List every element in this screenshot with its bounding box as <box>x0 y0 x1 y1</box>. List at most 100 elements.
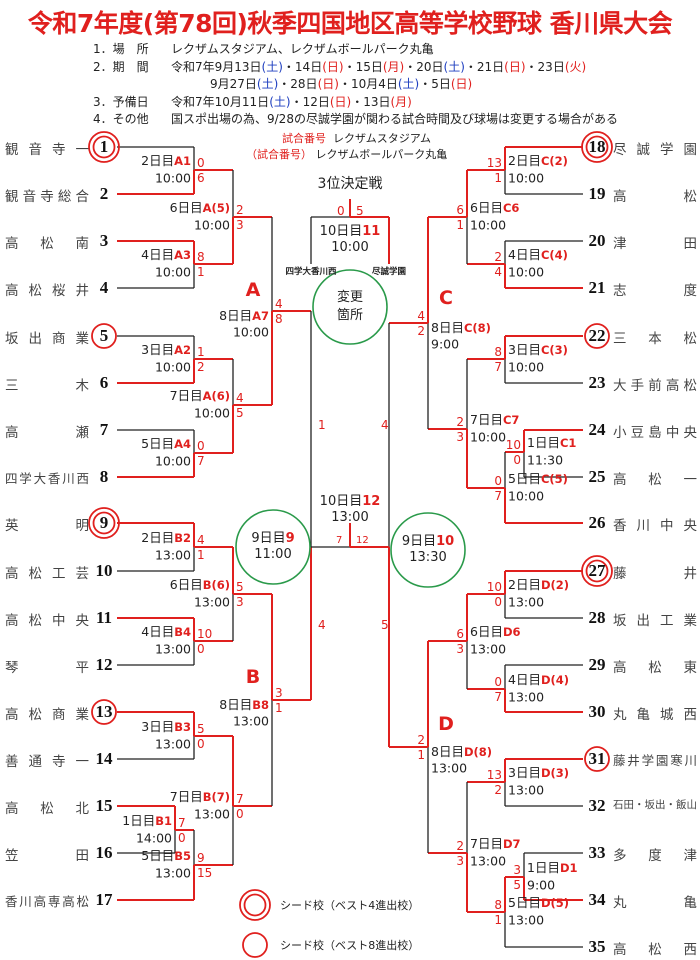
team-name: 高松中央 <box>5 613 89 629</box>
change-note-line: 変更 <box>336 290 364 305</box>
info-label: 3．予備日 <box>93 95 149 109</box>
match-time: 10:00 <box>232 324 269 340</box>
match-day: 6日目 <box>470 624 503 639</box>
team-number: 8 <box>99 467 109 486</box>
venue-legend-value: レクザムスタジアム <box>333 132 432 145</box>
match-score-top: 3 <box>513 863 521 877</box>
team-name: 高瀬 <box>5 425 89 441</box>
match-score-bottom: 7 <box>197 454 205 468</box>
match-time: 13:00 <box>154 865 191 881</box>
info-value: 令和7年10月11日 <box>171 95 270 109</box>
match-code: A(5) <box>202 201 230 215</box>
team-name: 高松西 <box>613 942 697 958</box>
match-score-top: 8 <box>197 250 205 264</box>
match-time: 11:00 <box>254 547 292 562</box>
match-score-top: 10 <box>505 438 521 452</box>
match-code: B4 <box>174 625 191 639</box>
team-number: 18 <box>588 137 606 156</box>
match-score-bottom: 1 <box>494 171 502 185</box>
page-title: 令和7年度(第78回)秋季四国地区高等学校野球 香川県大会 <box>27 9 673 38</box>
info-value: レクザムスタジアム、レクザムボールパーク丸亀 <box>171 42 434 56</box>
info-value: 令和7年9月13日 <box>171 60 262 74</box>
match-score-bottom: 0 <box>178 831 186 845</box>
info-value: ・21日 <box>464 60 505 74</box>
match-score-top: 4 <box>197 533 205 547</box>
match-day: 1日目 <box>122 813 156 828</box>
team-name: 高松北 <box>5 801 89 817</box>
info-line: 2．期 間令和7年9月13日(土)・14日(日)・15日(月)・20日(土)・2… <box>93 58 586 75</box>
match-time: 10:00 <box>508 359 545 375</box>
match-time: 13:00 <box>508 782 545 798</box>
info-value: (土) <box>443 60 465 74</box>
match-code: D(5) <box>540 896 570 910</box>
match-score-top: 4 <box>417 309 425 323</box>
match-label: 5日目B5 <box>141 848 191 864</box>
match-score-bottom: 0 <box>197 737 205 751</box>
match-score-bottom: 8 <box>275 312 283 326</box>
match-label: 5日目D(5) <box>508 895 569 911</box>
match-day: 8日目 <box>219 697 253 712</box>
match-day: 8日目 <box>219 308 253 323</box>
info-value: (火) <box>564 60 587 74</box>
venue-legend-key: （試合番号） <box>246 148 312 161</box>
match-day: 3日目 <box>141 342 175 357</box>
team-number: 3 <box>99 231 109 250</box>
match-score-top: 0 <box>197 439 205 453</box>
third-place-right-team: 尽誠学園 <box>371 267 407 277</box>
team-number: 24 <box>588 420 606 439</box>
info-value: ・12日 <box>290 95 330 109</box>
seed-double-circle <box>88 131 120 163</box>
info-value: ・15日 <box>343 60 383 74</box>
match-label: 8日目A7 <box>219 308 269 324</box>
match-code: D(8) <box>463 745 493 759</box>
team-number: 1 <box>99 137 109 156</box>
team-number: 33 <box>588 843 606 862</box>
team-name: 石田・坂出・飯山 <box>613 799 697 811</box>
match-label: 1日目D1 <box>527 860 578 876</box>
venue-legend-value: レクザムボールパーク丸亀 <box>315 148 448 161</box>
match-score-bottom: 1 <box>197 265 205 279</box>
team-name: 藤井学園寒川 <box>613 753 697 768</box>
match-day: 6日目 <box>169 200 203 215</box>
match-code: C(5) <box>540 472 568 486</box>
match-label: 8日目C(8) <box>431 320 491 336</box>
match-score-bottom: 1 <box>456 218 464 232</box>
third-place-match-label: 10日目11 10:00 <box>320 224 381 256</box>
team-number: 34 <box>588 890 606 909</box>
match-code: C(3) <box>540 343 568 357</box>
team-number: 13 <box>95 702 113 721</box>
team-name: 英明 <box>5 518 89 534</box>
seed-single-circle <box>584 746 610 772</box>
team-name: 高松桜井 <box>5 283 89 299</box>
match-time: 10:00 <box>154 264 191 280</box>
match-label: 6日目C6 <box>470 200 519 216</box>
team-name: 多度津 <box>613 848 697 864</box>
match-time: 10:00 <box>508 170 545 186</box>
info-value: 9月27日 <box>210 77 257 91</box>
match-score-top: 3 <box>275 686 283 700</box>
match-score-bottom: 2 <box>197 360 205 374</box>
match-score-top: 7 <box>178 816 186 830</box>
seed-double-legend-icon <box>243 893 267 917</box>
team-number: 14 <box>95 749 113 768</box>
team-number: 29 <box>588 655 606 674</box>
match-score-bottom: 7 <box>494 690 502 704</box>
match-day: 9日目 <box>251 531 286 546</box>
team-number: 5 <box>99 326 109 345</box>
match-score-bottom: 5 <box>513 878 521 892</box>
match-label: 3日目D(3) <box>508 765 569 781</box>
match-code: A2 <box>174 343 191 357</box>
team-name: 大手前高松 <box>613 378 697 394</box>
info-value: ・20日 <box>404 60 444 74</box>
match-code: D1 <box>559 861 578 875</box>
team-number: 31 <box>588 749 606 768</box>
match-code: 11 <box>362 224 381 239</box>
match-label: 1日目C1 <box>527 435 576 451</box>
match-score-bottom: 15 <box>197 866 213 880</box>
match-score-bottom: 3 <box>456 642 464 656</box>
match-score-top: 1 <box>318 418 326 432</box>
match-code: A7 <box>252 309 269 323</box>
seed-double-circle <box>92 511 116 535</box>
info-value: (土) <box>256 77 279 91</box>
